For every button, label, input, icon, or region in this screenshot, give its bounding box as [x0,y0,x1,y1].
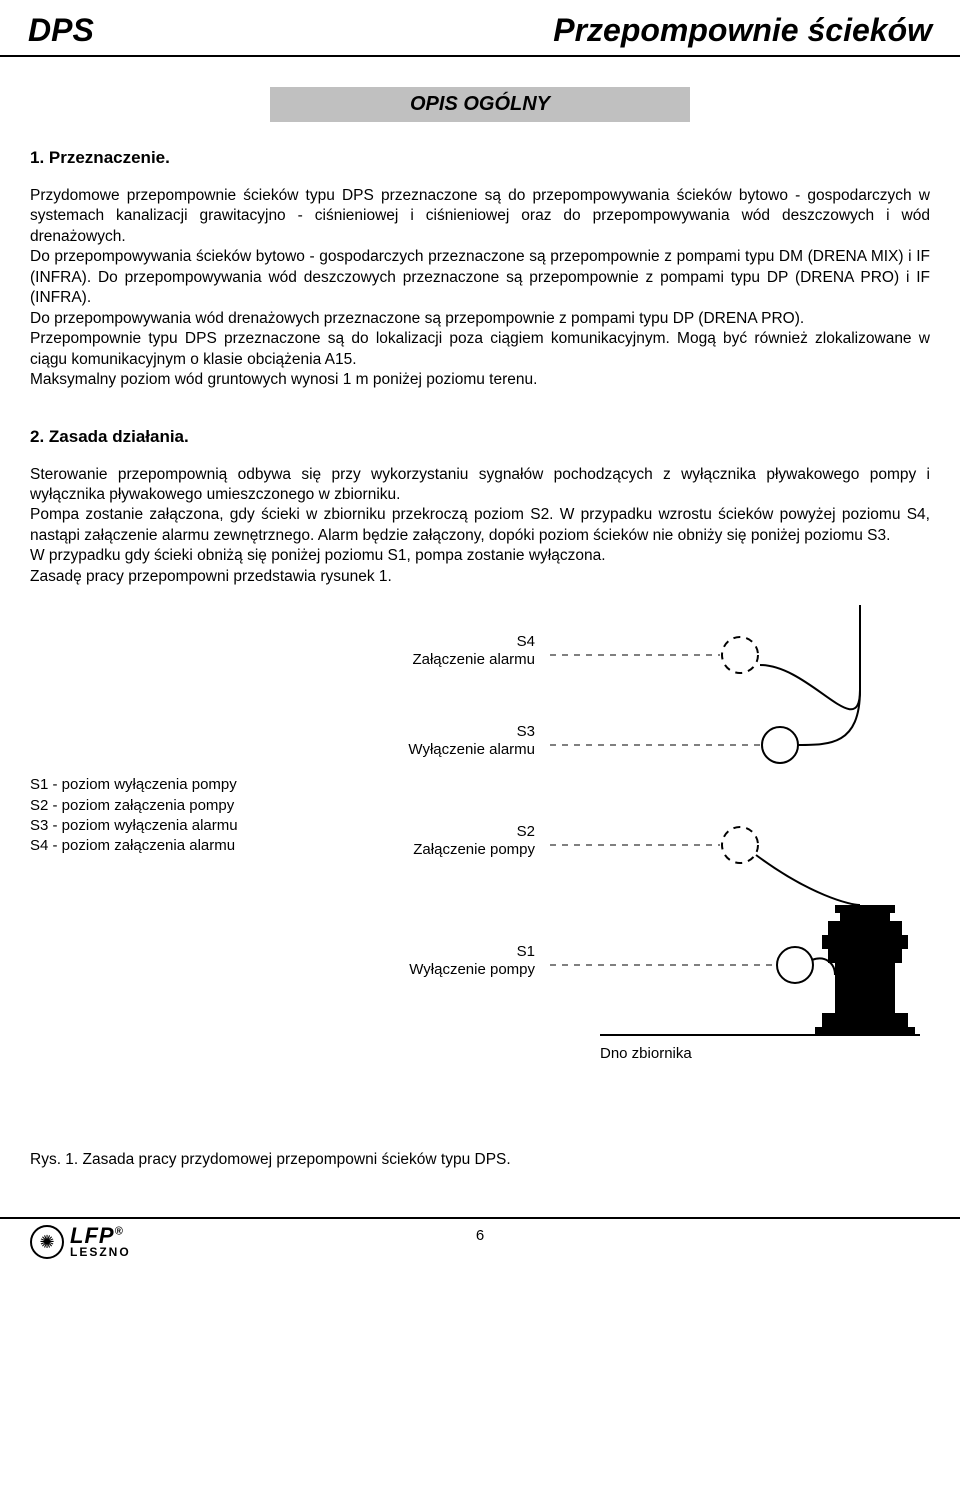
figure-caption: Rys. 1. Zasada pracy przydomowej przepom… [30,1151,930,1169]
logo-top: LFP [70,1223,115,1248]
level-code-s2: S2 [375,823,535,841]
section1-heading: 1. Przeznaczenie. [30,148,930,168]
operation-diagram [550,605,950,1125]
legend-line: S1 - poziom wyłączenia pompy [30,775,238,795]
level-code-s1: S1 [375,943,535,961]
figure-area: S1 - poziom wyłączenia pompyS2 - poziom … [30,605,930,1145]
level-label-s1: S1 Wyłączenie pompy [375,943,535,979]
header-left: DPS [28,12,94,49]
paragraph-line: Sterowanie przepompownią odbywa się przy… [30,465,930,506]
legend-line: S4 - poziom załączenia alarmu [30,836,238,856]
section2-body: Sterowanie przepompownią odbywa się przy… [30,465,930,588]
legend-line: S2 - poziom załączenia pompy [30,796,238,816]
page-number: 6 [476,1227,484,1244]
paragraph-line: Zasadę pracy przepompowni przedstawia ry… [30,567,930,587]
brand-logo: ✺ LFP® LESZNO [30,1225,131,1259]
paragraph-line: Maksymalny poziom wód gruntowych wynosi … [30,370,930,390]
figure-legend: S1 - poziom wyłączenia pompyS2 - poziom … [30,775,238,856]
paragraph-line: W przypadku gdy ścieki obniżą się poniże… [30,546,930,566]
paragraph-line: Przydomowe przepompownie ścieków typu DP… [30,186,930,247]
page-header: DPS Przepompownie ścieków [0,0,960,57]
level-label-s2: S2 Załączenie pompy [375,823,535,859]
level-code-s3: S3 [375,723,535,741]
section2-heading: 2. Zasada działania. [30,427,930,447]
paragraph-line: Pompa zostanie załączona, gdy ścieki w z… [30,505,930,546]
page-content: OPIS OGÓLNY 1. Przeznaczenie. Przydomowe… [0,87,960,1189]
page-footer: ✺ LFP® LESZNO 6 [0,1217,960,1279]
logo-text: LFP® LESZNO [70,1226,131,1258]
level-code-s4: S4 [375,633,535,651]
paragraph-line: Do przepompowywania ścieków bytowo - gos… [30,247,930,308]
level-desc-s3: Wyłączenie alarmu [375,741,535,759]
paragraph-line: Przepompownie typu DPS przeznaczone są d… [30,329,930,370]
logo-bottom: LESZNO [70,1247,131,1258]
section1-body: Przydomowe przepompownie ścieków typu DP… [30,186,930,391]
level-desc-s2: Załączenie pompy [375,841,535,859]
logo-reg: ® [115,1226,124,1238]
section-title-bar: OPIS OGÓLNY [270,87,690,122]
level-desc-s1: Wyłączenie pompy [375,961,535,979]
legend-line: S3 - poziom wyłączenia alarmu [30,816,238,836]
level-desc-s4: Załączenie alarmu [375,651,535,669]
swirl-icon: ✺ [30,1225,64,1259]
level-label-s3: S3 Wyłączenie alarmu [375,723,535,759]
level-label-s4: S4 Załączenie alarmu [375,633,535,669]
paragraph-line: Do przepompowywania wód drenażowych prze… [30,309,930,329]
header-right: Przepompownie ścieków [553,12,932,49]
